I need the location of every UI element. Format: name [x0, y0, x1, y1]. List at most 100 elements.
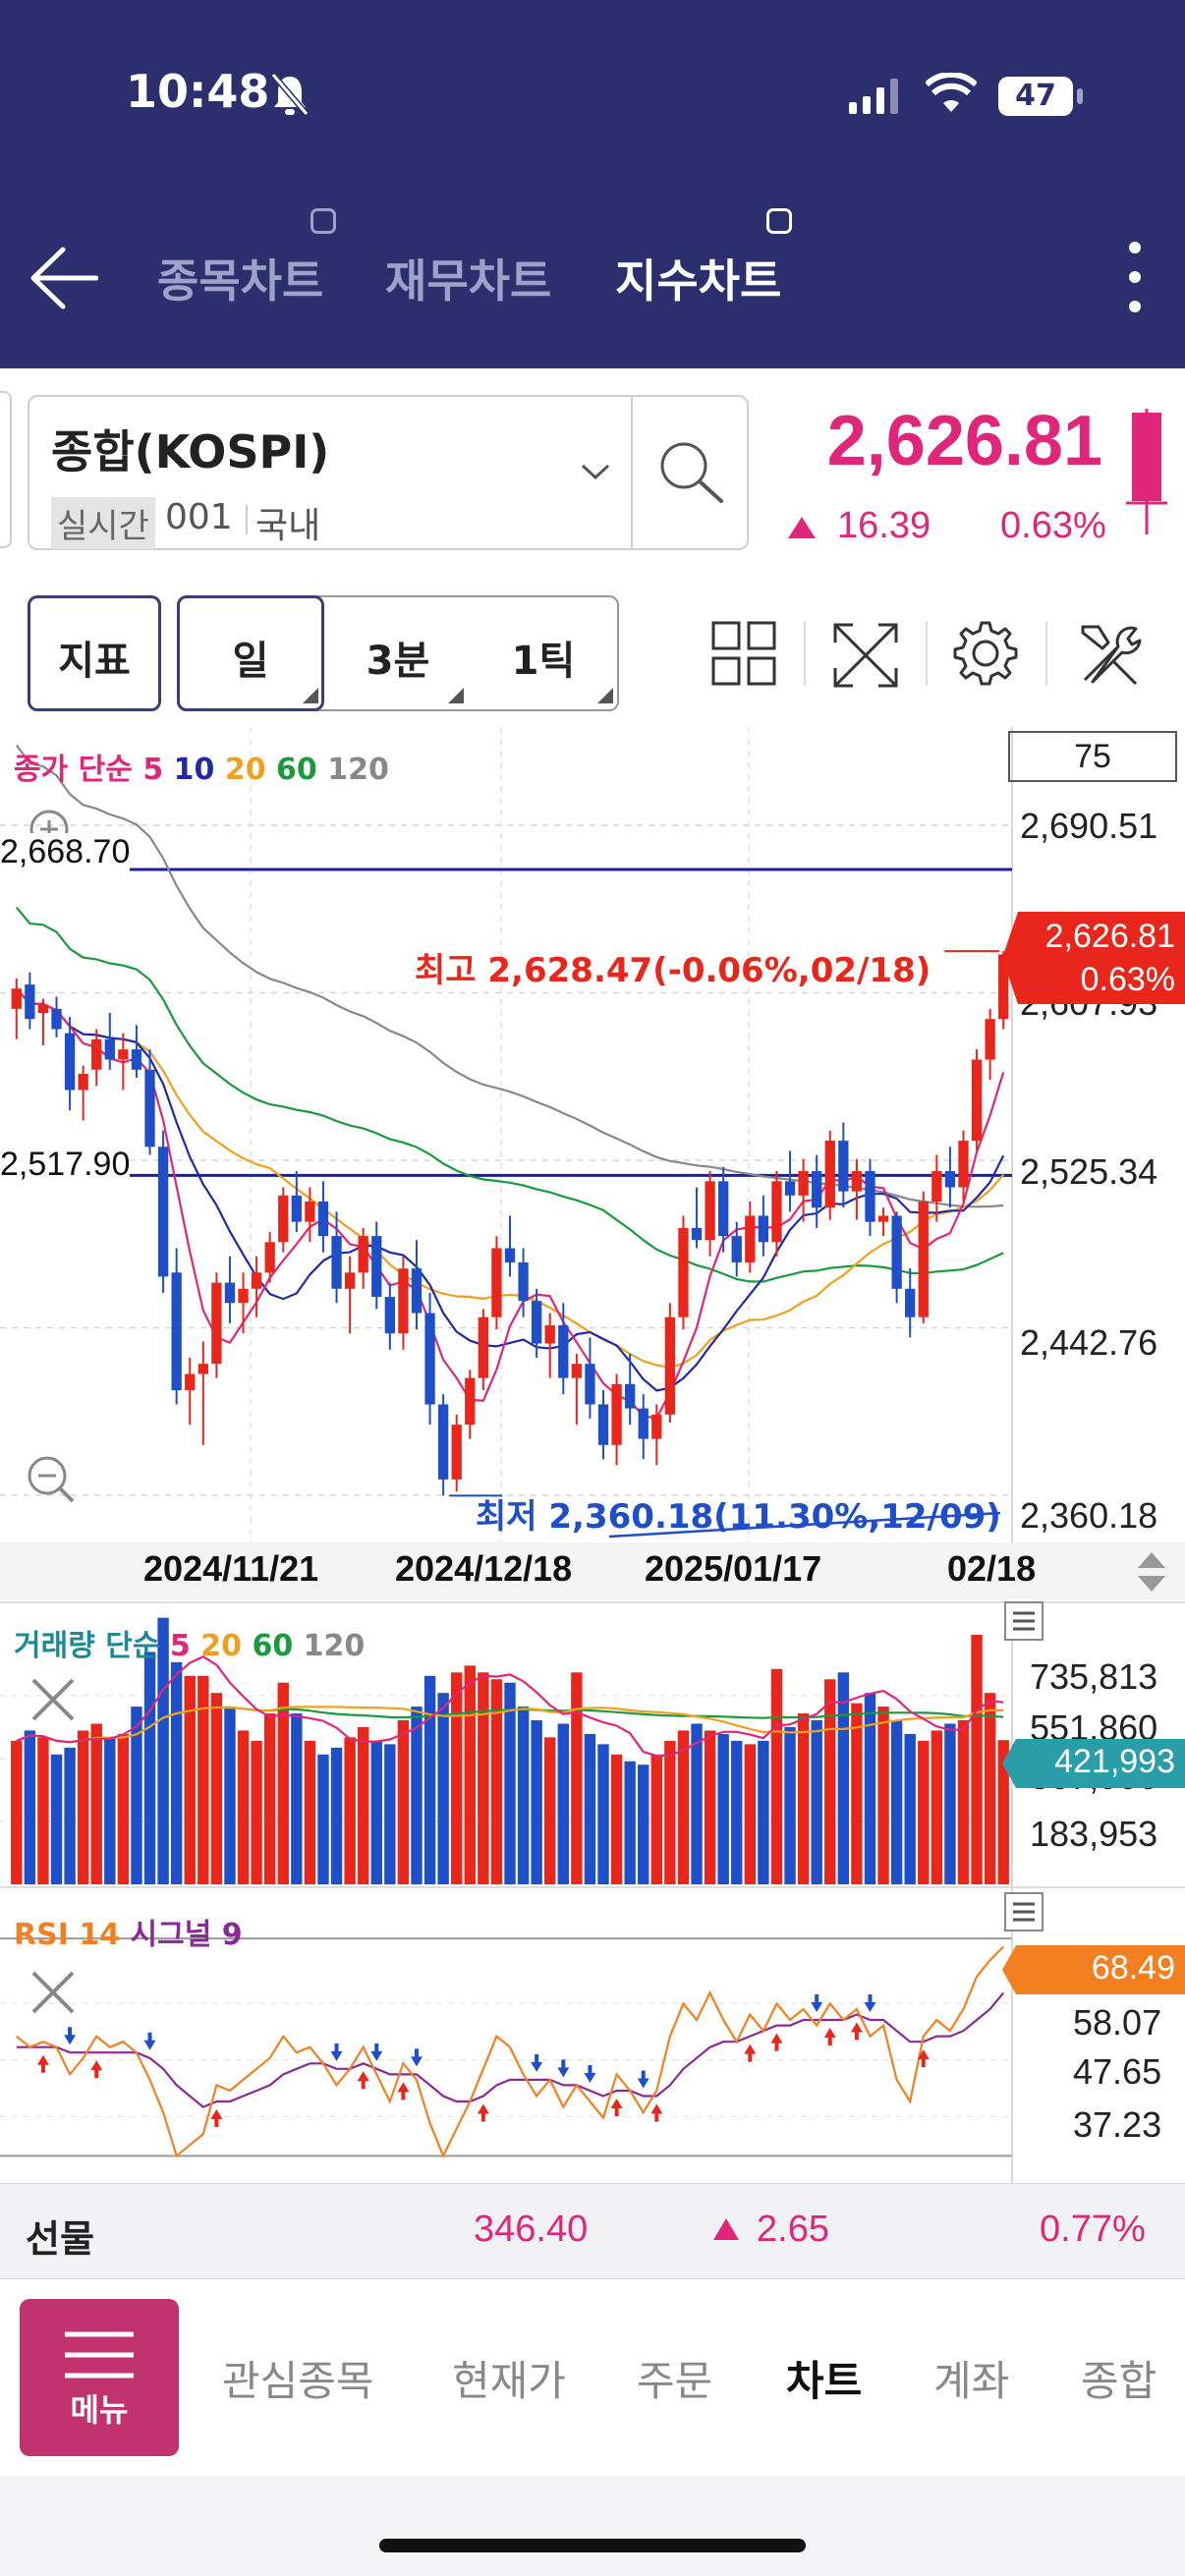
- candle-body: [157, 1147, 169, 1277]
- sell-signal-arrow: [584, 2064, 596, 2083]
- close-panel-icon[interactable]: [29, 1676, 77, 1723]
- period-day-button[interactable]: [177, 595, 324, 711]
- volume-bar: [957, 1720, 970, 1884]
- rsi-panel[interactable]: [0, 1886, 1185, 2185]
- tab-badge-icon: [310, 208, 336, 234]
- candle-body: [664, 1316, 676, 1415]
- candle-body: [531, 1301, 542, 1344]
- chevron-down-icon[interactable]: [580, 462, 611, 481]
- candle-body: [185, 1373, 196, 1391]
- candle-body: [264, 1242, 275, 1273]
- volume-bar: [744, 1744, 757, 1884]
- price-chart-area[interactable]: [0, 727, 1185, 1542]
- tools-icon[interactable]: [1075, 619, 1146, 690]
- candle-body: [437, 1404, 449, 1480]
- volume-panel[interactable]: [0, 1601, 1185, 1888]
- nav-chart[interactable]: 차트: [786, 2357, 863, 2405]
- back-arrow-icon[interactable]: [29, 246, 98, 310]
- axis-scroll-icon[interactable]: [1136, 1550, 1167, 1594]
- price-chart: [0, 727, 1013, 1542]
- symbol-code: 001: [165, 497, 233, 537]
- volume-bar: [117, 1733, 130, 1884]
- rsi-tick-3: 37.23: [1073, 2104, 1162, 2145]
- nav-watchlist[interactable]: 관심종목: [222, 2357, 374, 2405]
- candle-body: [985, 1019, 995, 1060]
- candle-body: [411, 1268, 423, 1314]
- nav-account[interactable]: 계좌: [933, 2357, 1010, 2405]
- candle-body: [812, 1171, 822, 1208]
- legend-method-label: 단순: [78, 753, 133, 787]
- volume-bar: [650, 1754, 663, 1884]
- tab-index-chart[interactable]: 지수차트: [615, 254, 782, 308]
- sell-signal-arrow: [64, 2027, 77, 2045]
- nav-current-price[interactable]: 현재가: [452, 2357, 566, 2405]
- price-change-pct: 0.63%: [1000, 505, 1106, 546]
- volume-bar: [423, 1675, 436, 1884]
- mini-candle-icon: [1126, 409, 1167, 534]
- volume-bar: [90, 1723, 102, 1884]
- search-button[interactable]: [631, 395, 749, 550]
- candle-body: [651, 1414, 662, 1439]
- volume-bar: [304, 1740, 316, 1884]
- futures-bar[interactable]: [0, 2183, 1185, 2279]
- candle-body: [317, 1202, 329, 1237]
- volume-bar: [291, 1713, 303, 1884]
- candle-body: [331, 1236, 342, 1289]
- battery-level: 47: [1015, 79, 1056, 113]
- current-price: 2,626.81: [826, 402, 1102, 480]
- candle-body: [824, 1141, 835, 1208]
- candle-body: [11, 988, 22, 1009]
- buy-signal-arrow: [477, 2103, 489, 2122]
- volume-bar: [104, 1737, 116, 1884]
- volume-method: 단순: [105, 1629, 160, 1663]
- close-panel-icon[interactable]: [29, 1969, 77, 2016]
- candle-body: [971, 1059, 983, 1142]
- expand-icon[interactable]: [831, 621, 900, 690]
- gear-icon[interactable]: [951, 619, 1020, 688]
- period-1tick-button[interactable]: 1틱: [511, 639, 576, 684]
- tab-financial-chart[interactable]: 재무차트: [385, 254, 552, 308]
- zoom-out-icon[interactable]: [24, 1452, 75, 1503]
- volume-bar: [357, 1726, 369, 1884]
- layout-grid-icon[interactable]: [711, 621, 776, 686]
- side-handle[interactable]: [0, 391, 12, 548]
- period-3min-button[interactable]: 3분: [366, 639, 430, 684]
- nav-order[interactable]: 주문: [637, 2357, 713, 2405]
- candle-body: [838, 1141, 849, 1192]
- volume-bar: [997, 1740, 1009, 1884]
- buy-signal-arrow: [90, 2060, 103, 2079]
- nav-overview[interactable]: 종합: [1081, 2357, 1157, 2405]
- volume-bar: [597, 1744, 609, 1884]
- indicator-button[interactable]: [28, 595, 161, 711]
- volume-bar: [210, 1693, 223, 1884]
- rsi-tick-1: 58.07: [1073, 2002, 1162, 2043]
- battery-tip: [1077, 88, 1083, 104]
- volume-bar: [851, 1703, 863, 1884]
- candle-body: [384, 1297, 395, 1334]
- candle-body: [585, 1364, 595, 1405]
- candle-body: [465, 1377, 476, 1426]
- candle-body: [25, 984, 35, 1020]
- tab-stock-chart[interactable]: 종목차트: [157, 254, 324, 308]
- candle-body: [371, 1236, 382, 1298]
- candle-body: [638, 1408, 649, 1439]
- visible-count-box[interactable]: 75: [1008, 731, 1177, 782]
- volume-bar: [198, 1675, 209, 1884]
- volume-bar: [811, 1720, 822, 1884]
- more-icon[interactable]: [1120, 240, 1150, 314]
- price-change: 16.39: [837, 505, 931, 546]
- app-header: [0, 0, 1185, 368]
- candle-body: [851, 1171, 863, 1192]
- candle-body: [211, 1282, 222, 1365]
- x-tick-4: 02/18: [947, 1548, 1037, 1589]
- corner-mark-icon: [597, 688, 613, 703]
- candle-body: [918, 1202, 929, 1317]
- rsi-tick-2: 47.65: [1073, 2051, 1162, 2092]
- home-indicator[interactable]: [379, 2539, 806, 2552]
- period-day-label: 일: [232, 639, 269, 684]
- panel-menu-icon[interactable]: [1004, 1601, 1044, 1641]
- legend-price-label: 종가: [14, 753, 69, 787]
- volume-bar: [277, 1682, 289, 1884]
- panel-menu-icon[interactable]: [1004, 1892, 1044, 1932]
- sell-signal-arrow: [370, 2043, 383, 2061]
